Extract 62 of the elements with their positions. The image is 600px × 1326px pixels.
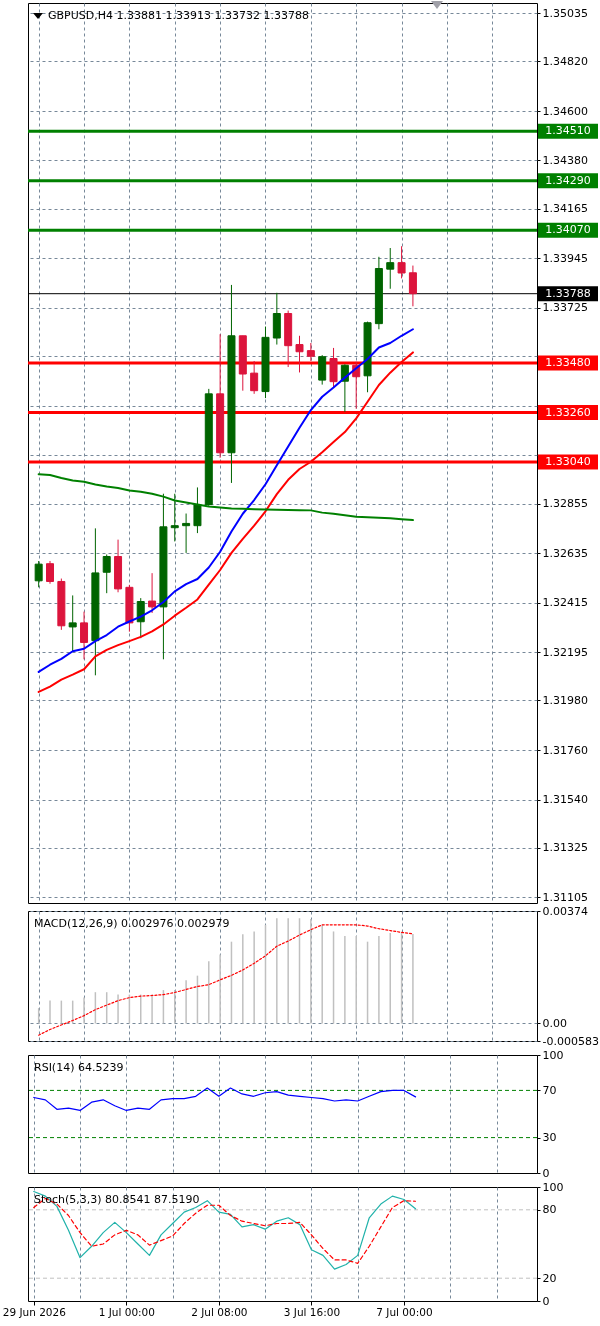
- y-tick-label: 70: [542, 1083, 557, 1097]
- y-tick-label: 1.31325: [542, 841, 588, 855]
- ref-line-label: 1.33040: [545, 455, 591, 468]
- y-tick-label: 0: [542, 1294, 550, 1308]
- ref-line-label: 1.34510: [545, 124, 591, 138]
- candlestick: [408, 265, 417, 307]
- y-tick-label: 0: [542, 1166, 550, 1180]
- ref-line-label: 1.33260: [545, 405, 591, 419]
- candlestick: [193, 486, 202, 534]
- y-tick-label: 1.33945: [542, 251, 588, 265]
- x-tick-label: 29 Jun 2026: [2, 1305, 67, 1318]
- y-tick-label: 0.00: [542, 1016, 567, 1030]
- y-tick-label: 1.34165: [542, 202, 588, 216]
- line-series: [33, 1190, 417, 1270]
- y-tick-label: 1.34380: [542, 154, 588, 167]
- candlestick: [148, 572, 157, 614]
- ref-line-label: 1.33788: [545, 286, 591, 300]
- candlestick: [182, 513, 191, 554]
- y-tick-label: 1.31760: [542, 743, 588, 757]
- ref-line-label: 1.34290: [545, 173, 591, 187]
- y-tick-label: 1.32855: [542, 497, 588, 511]
- y-tick-label: 1.31105: [542, 890, 588, 904]
- y-tick-label: 100: [542, 1180, 564, 1194]
- y-tick-label: 20: [542, 1271, 557, 1285]
- candlestick: [102, 553, 111, 594]
- candlestick: [170, 493, 179, 542]
- candlestick: [68, 594, 77, 652]
- candlestick: [46, 560, 55, 585]
- candlestick: [295, 335, 304, 373]
- y-tick-label: 1.34600: [542, 104, 588, 118]
- x-tick-label: 1 Jul 00:00: [98, 1305, 155, 1318]
- ref-line-label: 1.34070: [545, 223, 591, 237]
- y-tick-label: 100: [542, 1048, 564, 1062]
- candlestick: [306, 342, 315, 362]
- y-tick-label: 1.32635: [542, 546, 588, 560]
- y-tick-label: 80: [542, 1203, 557, 1217]
- y-tick-label: 1.34820: [542, 55, 588, 68]
- text: GBPUSD,H4 1.33881 1.33913 1.33732 1.33788: [48, 9, 309, 22]
- x-tick-label: 2 Jul 08:00: [191, 1305, 248, 1318]
- x-tick-label: 3 Jul 16:00: [283, 1305, 341, 1318]
- candlestick: [250, 360, 259, 395]
- candlestick: [386, 247, 395, 290]
- y-tick-label: 30: [542, 1131, 557, 1145]
- text: MACD(12,26,9) 0.002976 0.002979: [34, 917, 230, 930]
- y-tick-label: 1.31540: [542, 793, 588, 806]
- candlestick: [329, 347, 338, 388]
- y-tick-label: -0.000583: [542, 1034, 599, 1048]
- y-tick-label: 1.33725: [542, 301, 588, 315]
- y-tick-label: 0.00374: [542, 904, 588, 918]
- y-tick-label: 1.31980: [542, 694, 588, 707]
- y-tick-label: 1.32195: [542, 645, 588, 659]
- candlestick: [318, 354, 327, 386]
- y-tick-label: 1.32415: [542, 596, 588, 610]
- line-series: [33, 1087, 417, 1112]
- line-series: [33, 1197, 417, 1264]
- y-tick-label: 1.35035: [542, 6, 588, 20]
- x-tick-label: 7 Jul 00:00: [376, 1305, 433, 1318]
- text: RSI(14) 64.5239: [34, 1061, 124, 1074]
- candlestick: [397, 245, 406, 279]
- candlestick: [80, 611, 89, 660]
- candlestick: [34, 560, 43, 588]
- ref-line-label: 1.33480: [545, 356, 591, 369]
